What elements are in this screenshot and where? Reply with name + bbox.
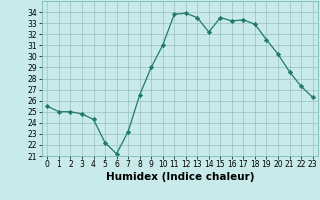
X-axis label: Humidex (Indice chaleur): Humidex (Indice chaleur) <box>106 172 254 182</box>
